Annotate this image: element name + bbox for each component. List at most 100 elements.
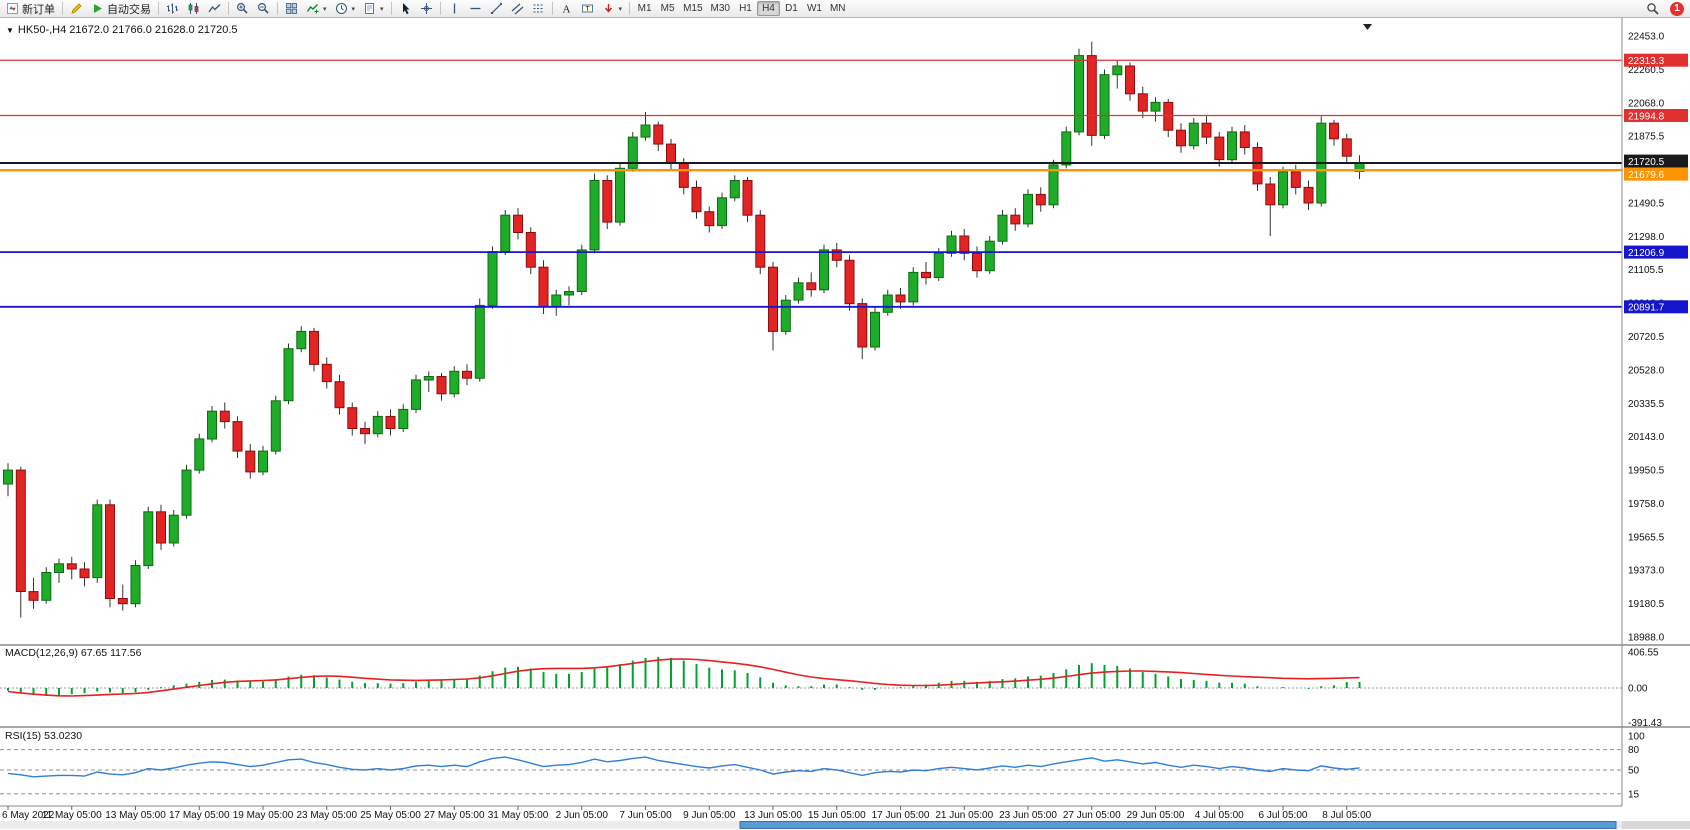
text-tool-button[interactable]: A — [556, 1, 577, 17]
bear-candle — [704, 211, 715, 227]
fibonacci-button[interactable] — [528, 1, 549, 17]
bull-candle — [627, 136, 638, 169]
symbol-dropdown-icon[interactable]: ▼ — [6, 25, 14, 35]
timeframe-mn-button[interactable]: MN — [826, 1, 850, 16]
timeframe-w1-button[interactable]: W1 — [803, 1, 826, 16]
bear-candle — [1290, 171, 1301, 188]
search-button[interactable] — [1642, 1, 1664, 17]
arrows-button[interactable]: ▾ — [598, 1, 627, 17]
chart-area: 22453.022260.522068.021875.521683.021490… — [0, 18, 1690, 830]
new-order-button[interactable]: 新订单 — [2, 1, 59, 17]
resistance-1-price-tag — [1624, 53, 1688, 67]
cursor-button[interactable] — [395, 1, 416, 17]
bear-candle — [436, 376, 447, 395]
timeframe-m15-button[interactable]: M15 — [679, 1, 706, 16]
bull-candle — [1074, 55, 1084, 133]
autotrading-button[interactable]: 自动交易 — [87, 1, 155, 17]
price-tag-text: 21679.6 — [1628, 170, 1665, 181]
bear-candle — [347, 407, 358, 430]
toolbar-separator — [390, 2, 392, 15]
bear-candle — [831, 249, 842, 261]
trendline-button[interactable] — [486, 1, 507, 17]
bear-candle — [1252, 147, 1263, 185]
chart-shift-marker[interactable] — [1363, 24, 1372, 30]
bull-candle — [130, 565, 141, 605]
close-hline-price-tag — [1624, 154, 1688, 168]
price-tag-text: 20891.7 — [1628, 303, 1665, 314]
bull-candle — [729, 180, 740, 199]
timeframe-m30-button[interactable]: M30 — [707, 1, 734, 16]
time-axis-label: 23 Jun 05:00 — [999, 810, 1057, 821]
zoom-in-icon — [236, 2, 248, 14]
bear-candle — [525, 232, 536, 268]
channel-button[interactable] — [507, 1, 528, 17]
panel-separator[interactable] — [0, 644, 1690, 646]
dropdown-caret-icon: ▾ — [323, 5, 327, 13]
templates-button[interactable]: ▾ — [359, 1, 388, 17]
bull-candle — [946, 235, 957, 254]
bull-candle — [640, 124, 651, 138]
periods-button[interactable]: ▾ — [331, 1, 360, 17]
zoom-out-button[interactable] — [253, 1, 274, 17]
autotrading-label: 自动交易 — [107, 3, 151, 16]
chart-canvas[interactable]: 22453.022260.522068.021875.521683.021490… — [0, 18, 1690, 830]
bear-candle — [691, 186, 702, 213]
text-label-button[interactable]: T — [577, 1, 598, 17]
bear-candle — [1303, 186, 1314, 204]
time-axis-label: 2 Jun 05:00 — [556, 810, 609, 821]
crosshair-button[interactable] — [416, 1, 437, 17]
timeframe-m1-button[interactable]: M1 — [633, 1, 656, 16]
indicators-button[interactable]: ▾ — [302, 1, 331, 17]
price-tag-text: 21994.8 — [1628, 111, 1665, 122]
metaeditor-button[interactable] — [66, 1, 87, 17]
timeframe-m5-button[interactable]: M5 — [656, 1, 679, 16]
time-axis-label: 6 May 2022 — [2, 810, 55, 821]
toolbar-separator — [551, 2, 553, 15]
line-chart-button[interactable] — [204, 1, 225, 17]
horizontal-line-button[interactable] — [465, 1, 486, 17]
timeframe-h1-button[interactable]: H1 — [734, 1, 757, 16]
price-axis-label: 20143.0 — [1628, 432, 1665, 443]
time-axis-label: 7 Jun 05:00 — [619, 810, 672, 821]
bull-candle — [780, 299, 791, 332]
bull-candle — [984, 240, 995, 272]
h-scrollbar-thumb[interactable] — [739, 821, 1617, 829]
bull-candle — [372, 415, 383, 435]
bear-candle — [959, 235, 970, 254]
bear-candle — [1239, 131, 1250, 149]
play-icon — [94, 4, 102, 13]
bull-candle — [207, 410, 217, 440]
bull-candle — [1150, 101, 1161, 112]
rsi-value: 53.0230 — [44, 730, 83, 742]
candlestick-chart-button[interactable] — [183, 1, 204, 17]
bull-candle — [819, 249, 829, 291]
bear-candle — [219, 410, 230, 423]
panel-separator[interactable] — [0, 726, 1690, 728]
svg-text:A: A — [562, 4, 570, 16]
bull-candle — [54, 563, 64, 573]
notification-badge[interactable]: 1 — [1670, 1, 1684, 16]
bear-candle — [1125, 65, 1135, 95]
toolbar-separator — [439, 2, 441, 15]
bull-candle — [1099, 74, 1110, 136]
tile-windows-button[interactable] — [281, 1, 302, 17]
time-axis-label: 11 May 05:00 — [42, 810, 102, 821]
timeframe-d1-button[interactable]: D1 — [780, 1, 803, 16]
bear-candle — [602, 180, 613, 223]
bull-candle — [717, 197, 727, 227]
vertical-line-button[interactable] — [444, 1, 465, 17]
bull-candle — [551, 294, 562, 308]
bear-candle — [156, 511, 166, 544]
fibonacci-icon — [533, 4, 544, 13]
support-2-price-tag — [1624, 300, 1688, 314]
bar-chart-button[interactable] — [162, 1, 183, 17]
zoom-in-button[interactable] — [232, 1, 253, 17]
price-axis-label: 22068.0 — [1628, 98, 1665, 109]
bear-candle — [921, 271, 931, 279]
bull-candle — [882, 294, 893, 313]
timeframe-h4-button[interactable]: H4 — [756, 1, 780, 16]
price-axis-label: 20335.5 — [1628, 399, 1665, 410]
symbol-ohlc-header[interactable]: ▼ HK50-,H4 21672.0 21766.0 21628.0 21720… — [6, 24, 238, 36]
price-axis-label: 19180.5 — [1628, 599, 1665, 610]
